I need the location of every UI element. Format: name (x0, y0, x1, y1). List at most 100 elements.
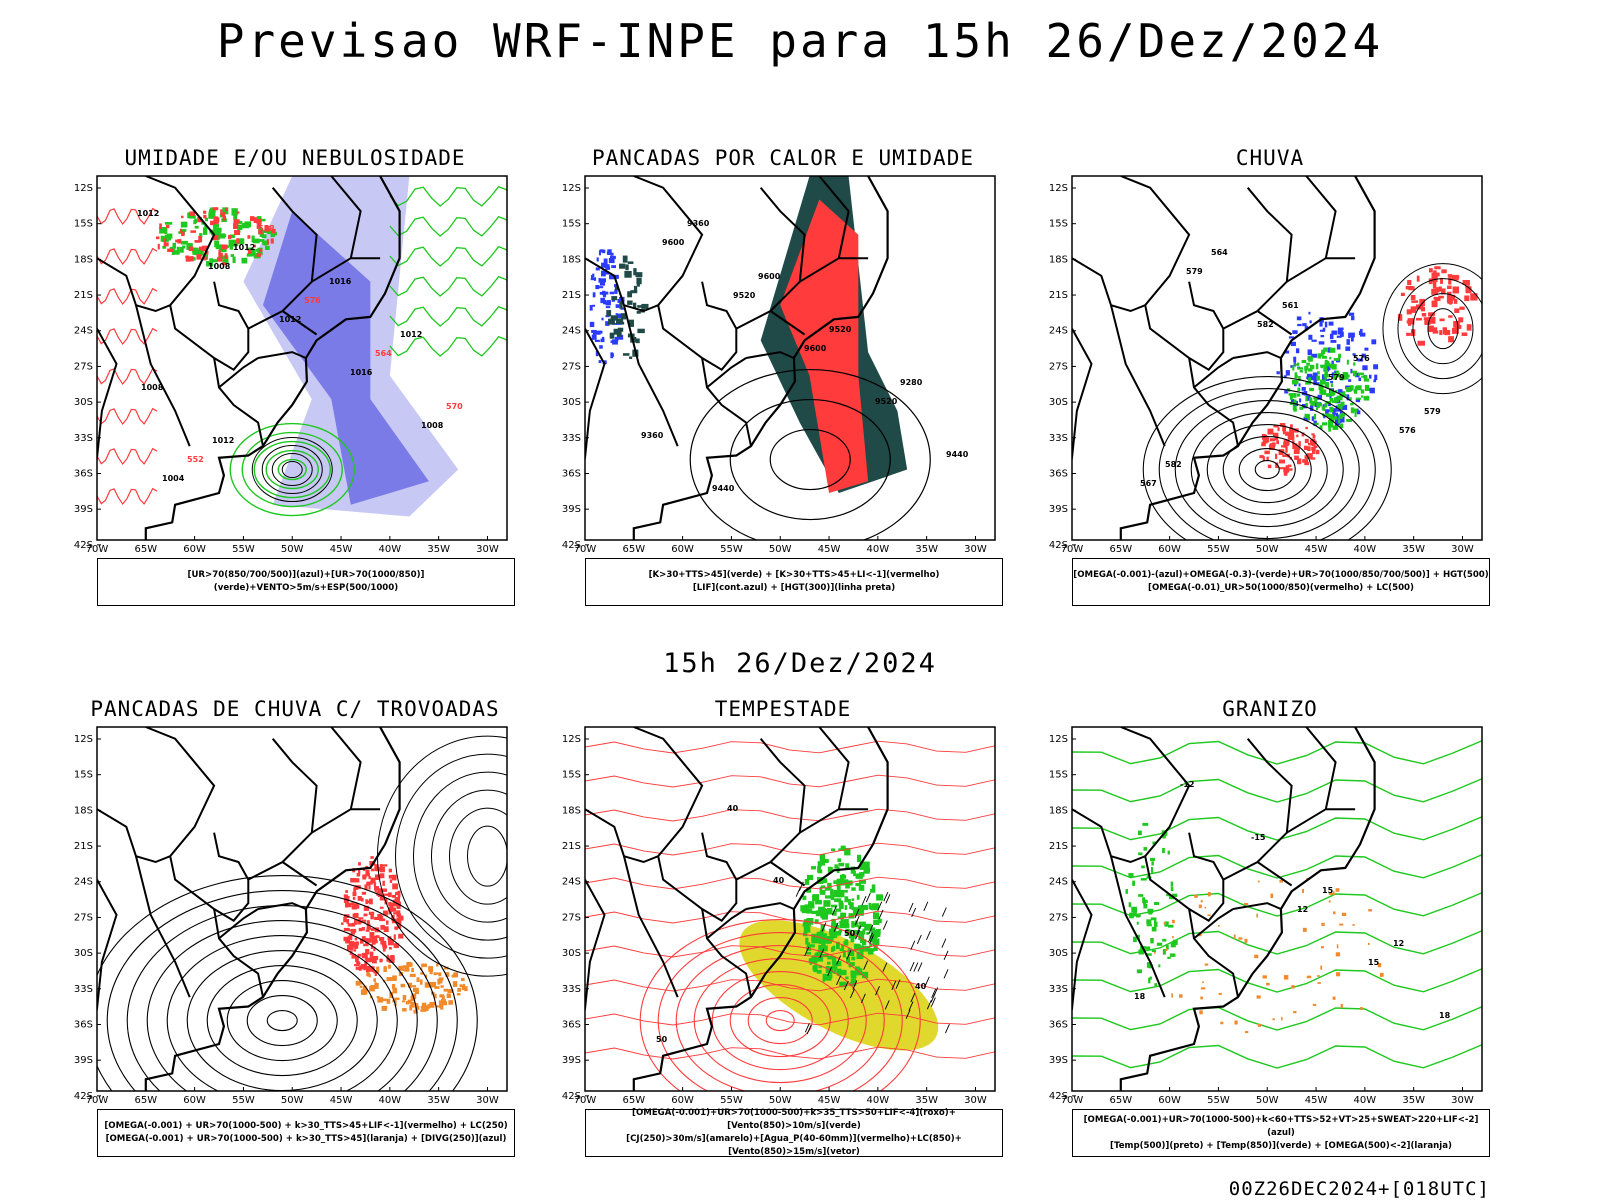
lat-tick-label: 24S (1049, 877, 1068, 888)
panel-granizo: GRANIZO 12 15 18 -12 -15 15 12 18 12S 15S 18S 21S 24… (1040, 697, 1500, 1177)
lat-tick-label: 33S (1049, 433, 1068, 444)
lat-tick-label: 24S (74, 326, 93, 337)
contour-label: 9600 (662, 238, 685, 247)
lat-tick-label: 18S (562, 254, 581, 265)
legend-line: [OMEGA(-0.001)+UR>70(1000-500)+k<60+TTS>… (1083, 1114, 1479, 1138)
contour-label: 50 (656, 1035, 668, 1044)
lat-tick-label: 36S (1049, 468, 1068, 479)
lon-tick-label: 60W (1158, 544, 1181, 555)
contour-label: 552 (187, 455, 204, 464)
lat-tick-label: 30S (562, 397, 581, 408)
contour-label: 9600 (758, 272, 781, 281)
lon-tick-label: 55W (1207, 1095, 1230, 1106)
contour-label: 12 (1297, 905, 1308, 914)
lat-tick-label: 30S (1049, 948, 1068, 959)
lon-tick-label: 40W (1354, 1095, 1377, 1106)
lon-tick-label: 70W (574, 544, 597, 555)
lon-tick-label: 35W (1402, 1095, 1425, 1106)
lon-tick-label: 60W (183, 1095, 206, 1106)
lat-tick-label: 39S (1049, 1055, 1068, 1066)
contour-label: 1008 (141, 383, 164, 392)
legend-box: [OMEGA(-0.001)-(azul)+OMEGA(-0.3)-(verde… (1072, 558, 1490, 606)
lat-tick-label: 15S (562, 219, 581, 230)
lat-tick-label: 30S (74, 397, 93, 408)
panel-title: TEMPESTADE (714, 697, 852, 721)
lat-tick-label: 30S (74, 948, 93, 959)
panel-trovoadas: PANCADAS DE CHUVA C/ TROVOADAS 12S 15S 18S… (65, 697, 525, 1177)
panel-pancadas-calor: PANCADAS POR CALOR E UMIDADE 9600 9520 960… (553, 146, 1013, 626)
lon-tick-label: 65W (134, 1095, 157, 1106)
lon-tick-label: 30W (964, 544, 987, 555)
lat-tick-label: 21S (74, 290, 93, 301)
lat-tick-label: 18S (1049, 805, 1068, 816)
lat-tick-label: 15S (74, 770, 93, 781)
contour-label: 40 (915, 982, 927, 991)
lon-tick-label: 45W (818, 544, 841, 555)
lon-tick-label: 55W (720, 544, 743, 555)
contour-label: 1012 (400, 330, 422, 339)
lat-tick-label: 12S (1049, 734, 1068, 745)
lat-tick-label: 42S (1049, 1091, 1068, 1102)
lat-tick-label: 27S (74, 912, 93, 923)
lat-tick-label: 36S (74, 1019, 93, 1030)
lat-tick-label: 27S (1049, 361, 1068, 372)
lon-tick-label: 40W (1354, 544, 1377, 555)
contour-label: 1008 (208, 262, 231, 271)
lat-tick-label: 36S (562, 468, 581, 479)
legend-line: [CJ(250)>30m/s](amarelo)+[Agua_P(40-60mm… (626, 1134, 962, 1157)
lat-tick-label: 15S (562, 770, 581, 781)
lon-tick-label: 35W (915, 1095, 938, 1106)
lat-tick-label: 27S (562, 912, 581, 923)
lat-tick-label: 24S (562, 877, 581, 888)
lat-tick-label: 12S (74, 183, 93, 194)
lon-tick-label: 70W (86, 544, 109, 555)
lon-tick-label: 45W (1305, 544, 1328, 555)
lon-tick-label: 50W (769, 1095, 792, 1106)
lat-tick-label: 18S (74, 805, 93, 816)
panel-chuva: CHUVA 579 582 579 576 567 564 561 576 579 582 12S 1… (1040, 146, 1500, 626)
lat-tick-label: 30S (562, 948, 581, 959)
contour-label: 15 (1368, 958, 1380, 967)
panel-umidade: UMIDADE E/OU NEBULOSIDADE 1012 1008 1012 10… (65, 146, 525, 626)
contour-label: 561 (1282, 301, 1299, 310)
footer-stamp: 00Z26DEC2024+[018UTC] (1228, 1178, 1490, 1200)
lon-tick-label: 30W (476, 544, 499, 555)
lon-tick-label: 50W (1256, 544, 1279, 555)
lon-tick-label: 70W (86, 1095, 109, 1106)
contour-label: 579 (1424, 407, 1441, 416)
legend-box: [OMEGA(-0.001) + UR>70(1000-500) + k>30_… (97, 1109, 515, 1157)
lat-tick-label: 18S (74, 254, 93, 265)
contour-label: 576 (1353, 354, 1370, 363)
contour-label: 1016 (329, 277, 352, 286)
lon-tick-label: 55W (232, 544, 255, 555)
contour-label: 582 (1257, 320, 1274, 329)
contour-label: 579 (1328, 373, 1345, 382)
lon-tick-label: 30W (476, 1095, 499, 1106)
lon-tick-label: 60W (1158, 1095, 1181, 1106)
contour-label: 579 (1186, 267, 1203, 276)
panel-title: GRANIZO (1222, 697, 1318, 721)
lon-tick-label: 55W (720, 1095, 743, 1106)
lon-tick-label: 45W (330, 1095, 353, 1106)
lat-tick-label: 12S (562, 183, 581, 194)
lon-tick-label: 40W (867, 544, 890, 555)
lat-tick-label: 27S (74, 361, 93, 372)
legend-line: [OMEGA(-0.001)-(azul)+OMEGA(-0.3)-(verde… (1073, 570, 1489, 580)
lon-tick-label: 40W (379, 1095, 402, 1106)
lon-tick-label: 50W (281, 1095, 304, 1106)
lat-tick-label: 39S (1049, 504, 1068, 515)
lat-tick-label: 15S (74, 219, 93, 230)
lat-tick-label: 21S (1049, 290, 1068, 301)
lat-tick-label: 12S (1049, 183, 1068, 194)
contour-label: 9440 (946, 450, 969, 459)
contour-label: 9280 (900, 378, 923, 387)
lat-tick-label: 33S (74, 984, 93, 995)
lat-tick-label: 39S (74, 504, 93, 515)
lon-tick-label: 35W (427, 544, 450, 555)
lat-tick-label: 18S (562, 805, 581, 816)
lon-tick-label: 30W (1451, 1095, 1474, 1106)
contour-label: 576 (304, 296, 321, 305)
legend-line: [OMEGA(-0.001)+UR>70(1000-500)+k>35_TTS>… (632, 1108, 956, 1131)
lon-tick-label: 40W (867, 1095, 890, 1106)
mid-caption: 15h 26/Dez/2024 (663, 648, 937, 679)
